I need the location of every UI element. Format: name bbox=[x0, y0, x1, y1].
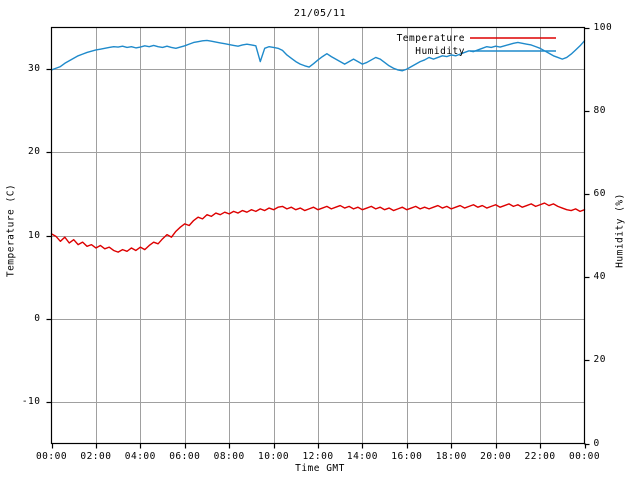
y-tick-label-left: 20 bbox=[28, 146, 41, 158]
y-tick-label-right: 0 bbox=[593, 437, 600, 449]
x-tick-label: 20:00 bbox=[480, 450, 512, 462]
x-tick-label: 10:00 bbox=[258, 450, 290, 462]
x-tick-label: 08:00 bbox=[213, 450, 245, 462]
x-tick-label: 04:00 bbox=[124, 450, 156, 462]
y-tick-label-left: 10 bbox=[28, 229, 41, 241]
legend-label-temperature: Temperature bbox=[396, 33, 465, 44]
y-tick-label-left: 0 bbox=[34, 312, 41, 324]
x-axis-title: Time GMT bbox=[295, 463, 345, 474]
series-line-humidity bbox=[50, 39, 586, 72]
legend-label-humidity: Humidity bbox=[415, 46, 465, 57]
y-tick-label-right: 20 bbox=[593, 354, 606, 366]
y-tick-label-right: 100 bbox=[593, 21, 613, 33]
chart-title: 21/05/11 bbox=[293, 8, 347, 19]
series-line-temperature bbox=[50, 202, 586, 253]
x-tick-label: 14:00 bbox=[346, 450, 378, 462]
y-tick-label-right: 60 bbox=[593, 187, 606, 199]
x-tick-label: 00:00 bbox=[35, 450, 68, 462]
x-tick-label: 18:00 bbox=[435, 450, 467, 462]
y-tick-label-right: 80 bbox=[593, 104, 606, 116]
x-tick-label: 12:00 bbox=[302, 450, 334, 462]
x-tick-label: 06:00 bbox=[169, 450, 201, 462]
y-tick-label-left: -10 bbox=[21, 395, 41, 407]
y-tick-label-left: 30 bbox=[28, 63, 41, 75]
y-tick-label-right: 40 bbox=[593, 271, 606, 283]
x-tick-label: 16:00 bbox=[391, 450, 423, 462]
x-tick-label: 02:00 bbox=[80, 450, 112, 462]
x-tick-label: 00:00 bbox=[568, 450, 601, 462]
x-tick-label: 22:00 bbox=[524, 450, 556, 462]
